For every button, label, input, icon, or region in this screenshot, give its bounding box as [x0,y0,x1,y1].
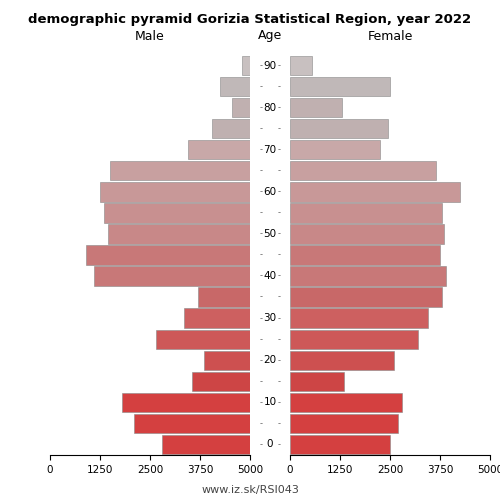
Text: -: - [260,377,262,386]
Bar [290,119,388,139]
Bar [290,224,444,244]
Bar [104,203,250,222]
Bar [212,119,250,139]
Text: -: - [260,314,262,322]
Text: demographic pyramid Gorizia Statistical Region, year 2022: demographic pyramid Gorizia Statistical … [28,12,471,26]
Text: -: - [260,82,262,91]
Bar [204,350,250,370]
Bar [290,246,440,264]
Text: -: - [260,292,262,302]
Text: -: - [260,166,262,175]
Bar [290,414,398,433]
Text: -: - [278,208,280,218]
Text: -: - [278,103,280,112]
Text: -: - [260,230,262,238]
Bar [110,161,250,180]
Bar [290,182,460,202]
Bar [290,203,442,222]
Text: -: - [260,334,262,344]
Bar [134,414,250,433]
Bar [192,372,250,391]
Text: 0: 0 [267,440,273,450]
Bar [290,98,342,117]
Text: 80: 80 [264,102,276,113]
Bar [290,288,442,307]
Text: -: - [278,398,280,407]
Text: -: - [260,250,262,260]
Bar [184,308,250,328]
Text: Female: Female [368,30,412,43]
Bar [290,330,418,349]
Bar [162,435,250,454]
Text: 60: 60 [264,187,276,197]
Text: -: - [278,166,280,175]
Text: -: - [278,124,280,133]
Text: -: - [278,440,280,449]
Bar [122,392,250,412]
Text: -: - [260,440,262,449]
Text: -: - [260,208,262,218]
Bar [188,140,250,160]
Text: Age: Age [258,30,282,43]
Text: -: - [260,61,262,70]
Text: -: - [260,188,262,196]
Text: -: - [278,314,280,322]
Text: -: - [278,82,280,91]
Text: -: - [278,292,280,302]
Bar [290,266,446,285]
Bar [290,392,402,412]
Bar [290,308,428,328]
Text: 70: 70 [264,144,276,154]
Text: -: - [260,103,262,112]
Text: -: - [260,272,262,280]
Bar [232,98,250,117]
Bar [290,140,380,160]
Bar [290,350,394,370]
Text: -: - [260,398,262,407]
Text: -: - [278,377,280,386]
Bar [108,224,250,244]
Text: www.iz.sk/RSI043: www.iz.sk/RSI043 [201,485,299,495]
Text: 10: 10 [264,398,276,407]
Bar [86,246,250,264]
Text: -: - [278,419,280,428]
Bar [242,56,250,75]
Text: 50: 50 [264,229,276,239]
Bar [156,330,250,349]
Text: -: - [278,61,280,70]
Text: -: - [278,145,280,154]
Text: -: - [260,419,262,428]
Bar [290,435,390,454]
Text: -: - [260,145,262,154]
Bar [290,56,312,75]
Text: -: - [260,124,262,133]
Text: -: - [278,188,280,196]
Text: -: - [260,356,262,365]
Bar [100,182,250,202]
Text: 30: 30 [264,313,276,323]
Text: -: - [278,250,280,260]
Bar [290,77,390,96]
Bar [198,288,250,307]
Text: -: - [278,230,280,238]
Bar [94,266,250,285]
Bar [220,77,250,96]
Bar [290,372,344,391]
Bar [290,161,436,180]
Text: Male: Male [135,30,165,43]
Text: 90: 90 [264,60,276,70]
Text: -: - [278,356,280,365]
Text: 20: 20 [264,356,276,366]
Text: -: - [278,334,280,344]
Text: -: - [278,272,280,280]
Text: 40: 40 [264,271,276,281]
